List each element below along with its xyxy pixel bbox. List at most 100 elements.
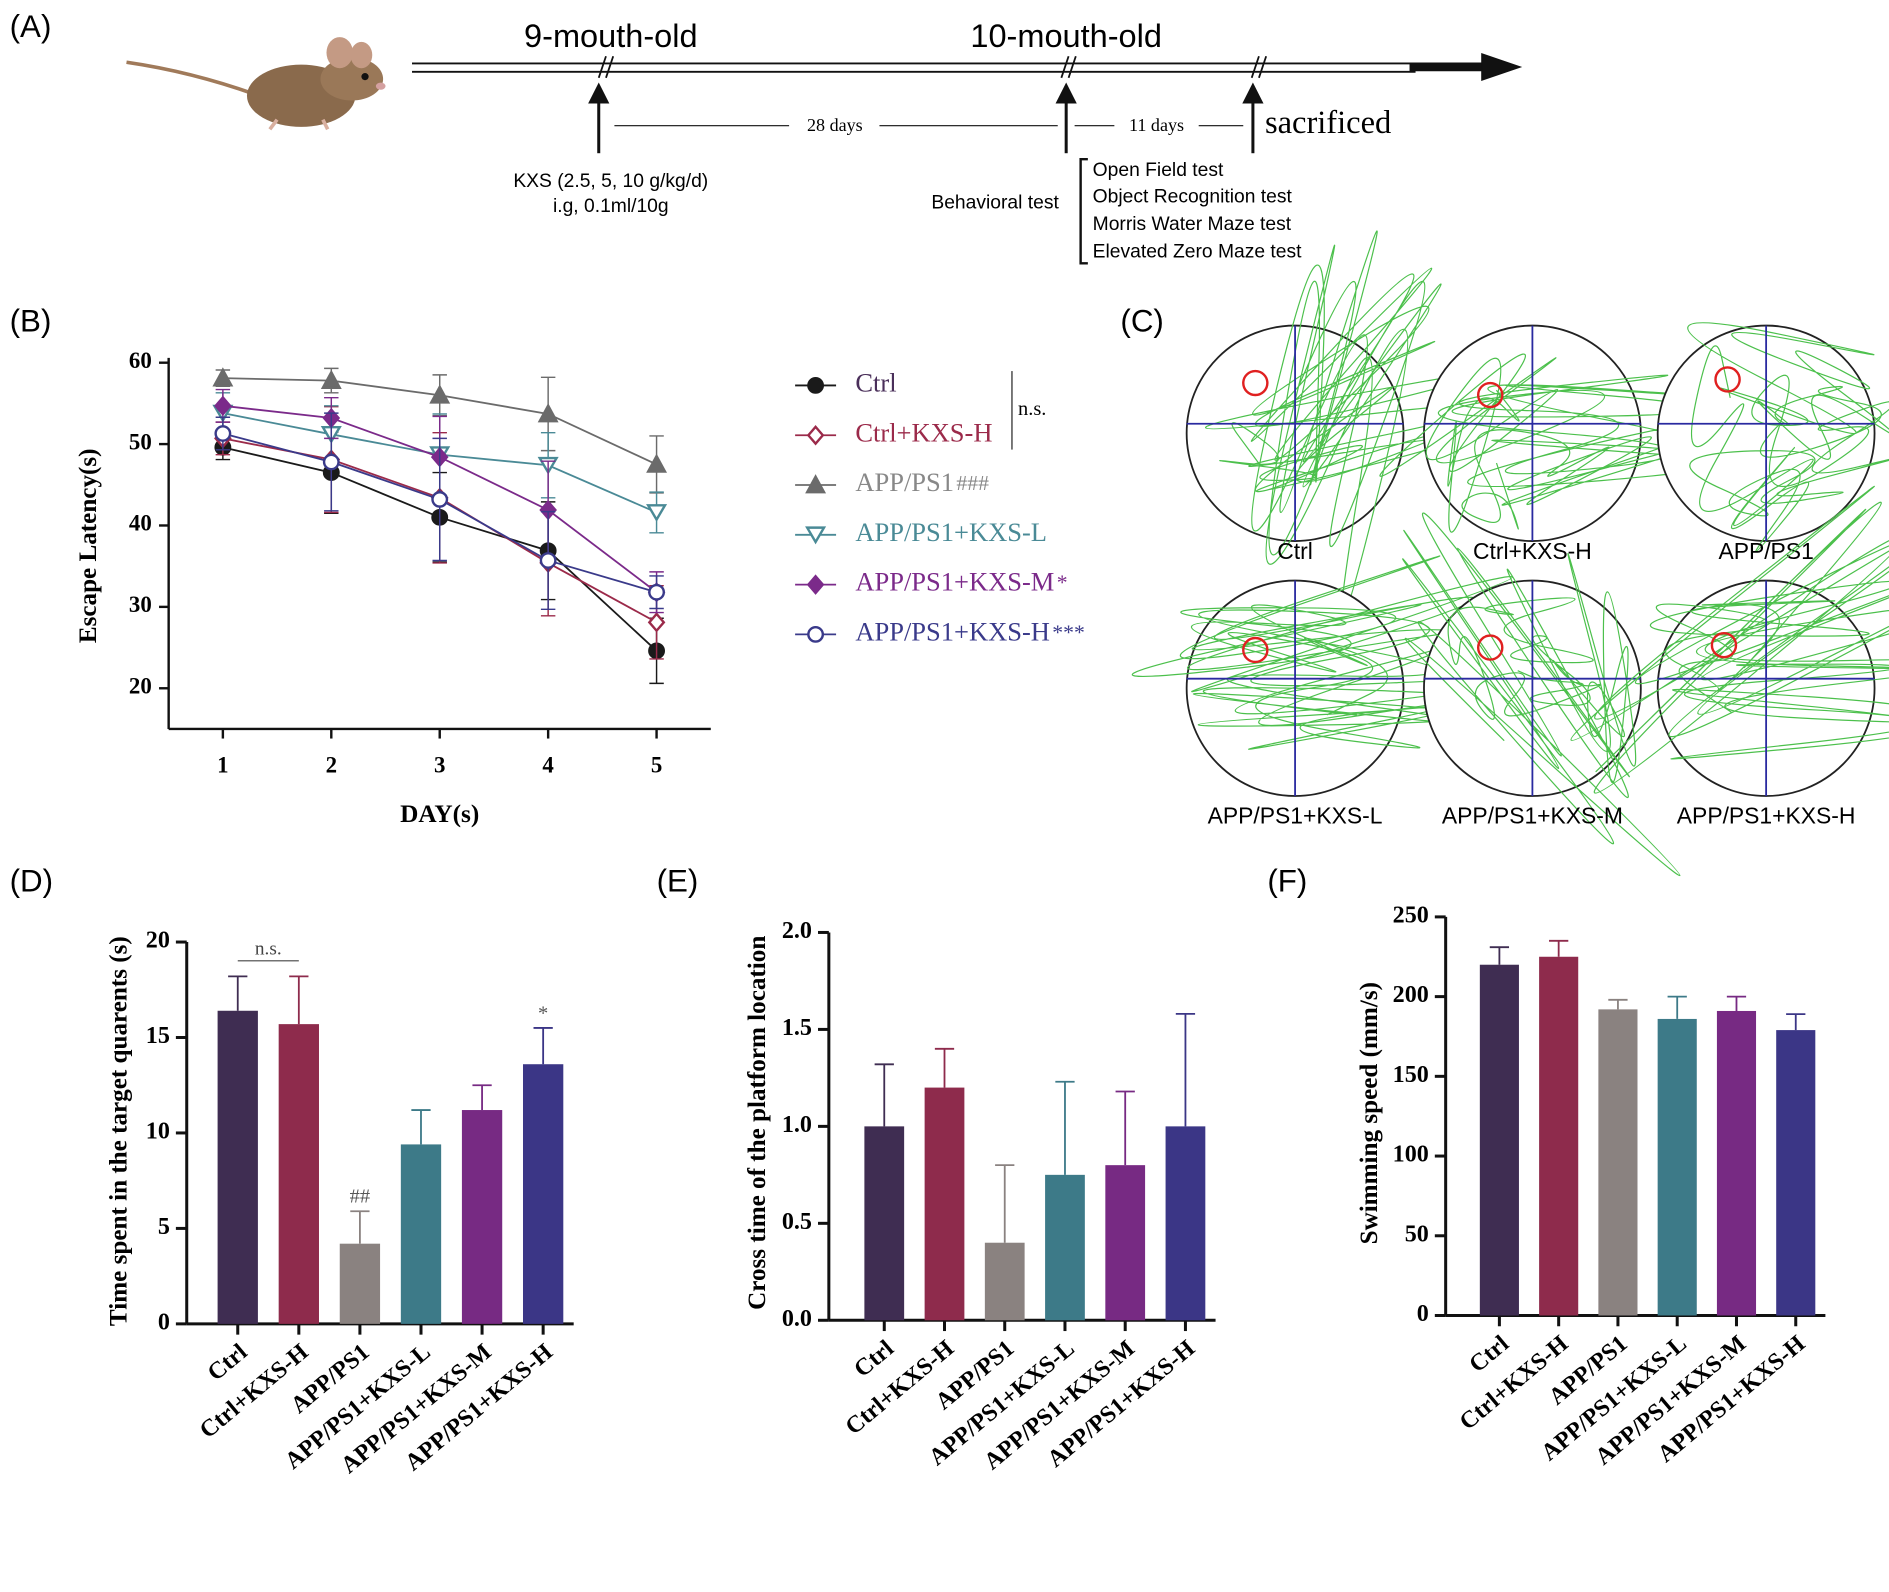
- marker: [646, 453, 668, 473]
- legend-label: Ctrl+KXS-H: [855, 417, 992, 447]
- bar: [1479, 964, 1519, 1316]
- y-tick-label: 0.5: [782, 1209, 812, 1235]
- track-label: APP/PS1+KXS-M: [1442, 803, 1623, 829]
- platform: [1476, 381, 1504, 409]
- track-label: APP/PS1: [1718, 538, 1813, 564]
- legend-marker: [805, 474, 827, 494]
- error-bar: [228, 975, 248, 1011]
- error-bar: [289, 975, 309, 1025]
- legend-marker: [806, 574, 825, 595]
- bar: [400, 1144, 442, 1324]
- timeline: [412, 53, 1523, 265]
- error-bar: [411, 1109, 431, 1145]
- interval-label: 11 days: [1129, 115, 1184, 135]
- y-tick-label: 1.5: [782, 1015, 812, 1041]
- y-axis-label: Time spent in the target quarents (s): [105, 936, 132, 1326]
- legend-annotation: ***: [1052, 620, 1085, 644]
- legend-label: Ctrl: [855, 368, 896, 398]
- y-tick-label: 60: [129, 348, 152, 373]
- y-tick-label: 2.0: [782, 918, 812, 944]
- error-bar: [1667, 995, 1687, 1019]
- marker: [320, 369, 342, 389]
- bar: [461, 1110, 503, 1324]
- x-tick-label: 4: [542, 753, 553, 778]
- y-axis-label: Cross time of the platform location: [744, 936, 771, 1310]
- marker: [214, 395, 232, 417]
- error-bar: [1489, 946, 1510, 965]
- bar: [1539, 956, 1579, 1316]
- marker: [648, 583, 666, 601]
- panel-label: (B): [10, 304, 52, 339]
- legend-label: APP/PS1+KXS-H: [855, 617, 1050, 647]
- bar: [1598, 1009, 1638, 1316]
- legend-marker: [807, 626, 825, 643]
- y-tick-label: 5: [158, 1214, 170, 1240]
- stage-label: 10-mouth-old: [970, 18, 1162, 54]
- x-tick-label: 5: [651, 753, 662, 778]
- platform: [1714, 366, 1741, 393]
- swim-track: [1131, 555, 1513, 750]
- interval-label: 28 days: [807, 115, 863, 135]
- treatment-label: KXS (2.5, 5, 10 g/kg/d): [513, 171, 708, 192]
- track-label: APP/PS1+KXS-L: [1208, 803, 1383, 829]
- y-axis-label: Escape Latency(s): [75, 448, 102, 643]
- treatment-label: i.g, 0.1ml/10g: [553, 196, 669, 217]
- error-bar: [472, 1084, 492, 1111]
- x-axis-label: DAY(s): [400, 801, 479, 828]
- y-tick-label: 200: [1393, 982, 1429, 1008]
- y-tick-label: 100: [1393, 1142, 1429, 1168]
- marker: [322, 453, 340, 471]
- end-label: sacrificed: [1265, 105, 1391, 141]
- panel-label: (C): [1120, 304, 1163, 339]
- error-bar: [350, 1210, 370, 1244]
- x-tick-label: 1: [217, 753, 228, 778]
- error-bar: [1115, 1090, 1135, 1166]
- platform: [1242, 636, 1269, 664]
- bar: [984, 1242, 1025, 1321]
- marker: [646, 504, 668, 523]
- error-bar: [934, 1047, 955, 1088]
- error-bar: [1726, 995, 1747, 1011]
- bar: [1776, 1030, 1816, 1316]
- bar: [864, 1126, 905, 1321]
- y-tick-label: 0.0: [782, 1306, 812, 1332]
- stage-label: 9-mouth-old: [524, 18, 697, 54]
- legend-label: APP/PS1+KXS-M: [855, 567, 1054, 597]
- x-tick-label: 3: [434, 753, 445, 778]
- error-bar: [1786, 1013, 1806, 1031]
- behavioral-label: Behavioral test: [931, 193, 1059, 214]
- y-tick-label: 250: [1393, 902, 1429, 928]
- panel-label: (E): [657, 864, 699, 899]
- swim-track: [1402, 512, 1681, 877]
- y-tick-label: 0: [158, 1309, 170, 1335]
- legend-marker: [807, 377, 825, 394]
- x-tick-label: 2: [326, 753, 337, 778]
- platform: [1242, 369, 1269, 397]
- significance-label: n.s.: [255, 939, 282, 960]
- y-tick-label: 15: [146, 1023, 170, 1049]
- error-bar: [1175, 1013, 1196, 1127]
- y-tick-label: 20: [146, 928, 170, 954]
- marker: [212, 367, 234, 387]
- y-tick-label: 0: [1417, 1301, 1429, 1327]
- bar: [1716, 1010, 1757, 1316]
- marker: [539, 552, 557, 569]
- y-tick-label: 50: [129, 429, 152, 454]
- test-item: Elevated Zero Maze test: [1093, 242, 1302, 263]
- y-tick-label: 10: [146, 1119, 170, 1145]
- error-bar: [995, 1164, 1015, 1243]
- legend-marker: [806, 425, 825, 446]
- bar: [217, 1010, 258, 1324]
- significance-label: ##: [350, 1186, 370, 1208]
- marker: [429, 384, 451, 404]
- bar: [1165, 1126, 1206, 1321]
- platform: [1710, 632, 1738, 659]
- marker: [647, 612, 666, 633]
- error-bar: [1055, 1080, 1075, 1175]
- swim-track: [1687, 322, 1889, 553]
- track-label: Ctrl+KXS-H: [1473, 538, 1592, 564]
- swim-track: [1570, 485, 1889, 794]
- legend-annotation: *: [1057, 571, 1068, 595]
- y-tick-label: 1.0: [782, 1112, 812, 1138]
